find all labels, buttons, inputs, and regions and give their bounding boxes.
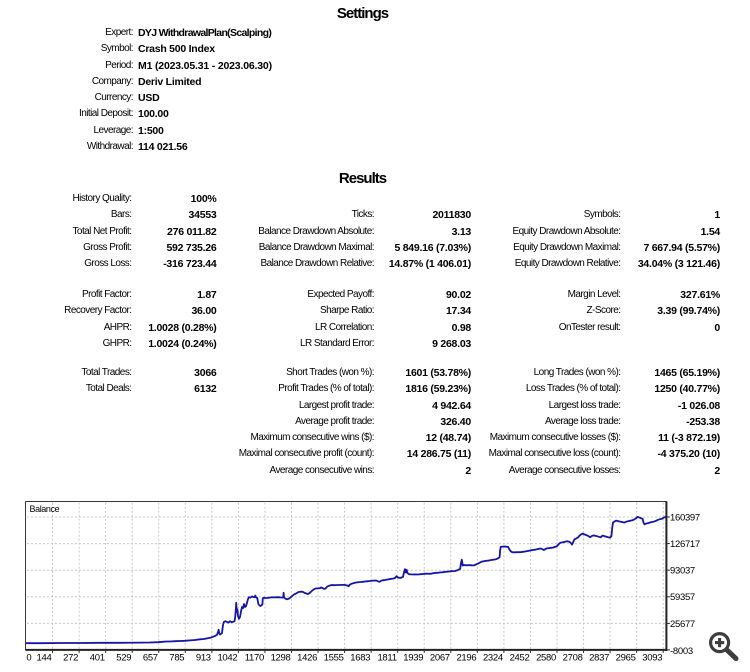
svg-text:785: 785: [169, 652, 184, 663]
svg-text:529: 529: [116, 652, 131, 663]
svg-text:1555: 1555: [324, 652, 344, 663]
svg-text:126717: 126717: [670, 539, 700, 550]
svg-text:59357: 59357: [670, 592, 695, 603]
svg-text:2708: 2708: [563, 652, 583, 663]
svg-text:2580: 2580: [536, 652, 556, 663]
svg-text:913: 913: [196, 652, 211, 663]
svg-text:-8003: -8003: [670, 646, 693, 657]
svg-text:3093: 3093: [642, 652, 662, 663]
svg-text:25677: 25677: [670, 619, 695, 630]
svg-text:1042: 1042: [217, 652, 237, 663]
svg-text:2452: 2452: [510, 652, 530, 663]
svg-text:93037: 93037: [670, 566, 695, 577]
svg-text:1426: 1426: [297, 652, 317, 663]
svg-text:272: 272: [63, 652, 78, 663]
svg-text:1939: 1939: [403, 652, 423, 663]
svg-text:1170: 1170: [245, 652, 264, 663]
svg-text:2837: 2837: [589, 652, 609, 663]
svg-text:160397: 160397: [670, 512, 700, 523]
svg-text:Balance: Balance: [30, 504, 60, 514]
svg-text:1683: 1683: [350, 652, 370, 663]
svg-text:1298: 1298: [271, 652, 291, 663]
svg-text:401: 401: [90, 652, 105, 663]
svg-text:1811: 1811: [377, 652, 396, 663]
svg-text:2965: 2965: [616, 652, 636, 663]
svg-text:0: 0: [26, 652, 31, 663]
svg-text:2196: 2196: [456, 652, 476, 663]
svg-text:144: 144: [37, 652, 52, 663]
svg-text:657: 657: [143, 652, 158, 663]
svg-text:2067: 2067: [430, 652, 450, 663]
svg-text:2324: 2324: [483, 652, 503, 663]
